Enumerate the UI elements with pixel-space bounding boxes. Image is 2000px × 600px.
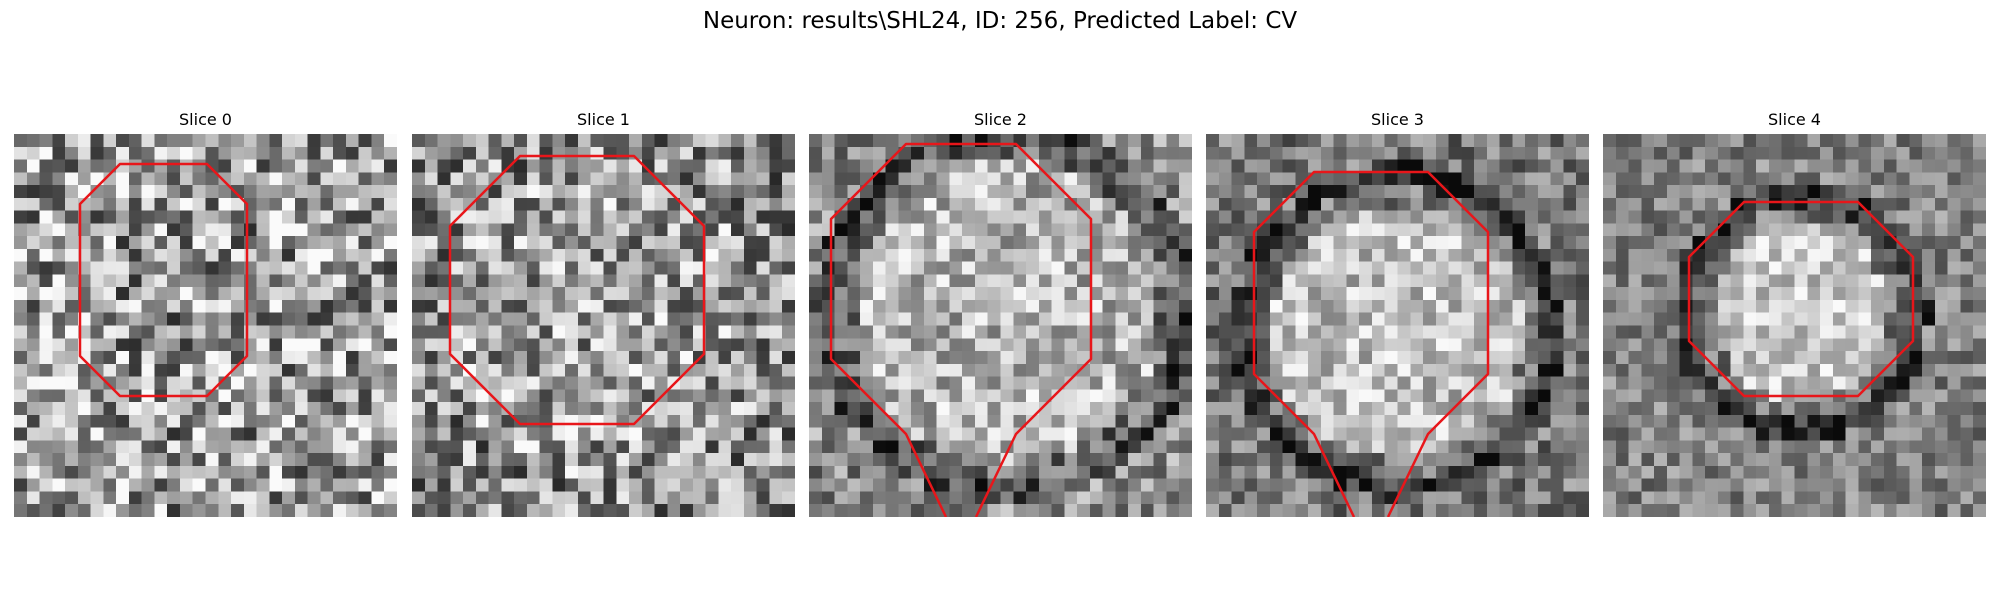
slice-image-3 [1206,134,1589,517]
contour-overlay-4 [1687,200,1915,398]
slice-panel-0: Slice 0 [14,108,397,518]
roi-contour [1252,170,1490,517]
slice-image-2 [809,134,1192,517]
contour-overlay-2 [829,142,1093,517]
slice-title-4: Slice 4 [1768,110,1821,129]
figure-title: Neuron: results\SHL24, ID: 256, Predicte… [702,8,1298,34]
slice-title-0: Slice 0 [179,110,232,129]
slice-title-3: Slice 3 [1371,110,1424,129]
contour-overlay-3 [1252,170,1490,517]
slice-image-0 [14,134,397,517]
slice-panel-3: Slice 3 [1206,108,1589,518]
contour-overlay-0 [78,162,249,398]
slice-image-4 [1603,134,1986,517]
roi-contour [448,154,706,426]
roi-contour [829,142,1093,517]
roi-contour [1687,200,1915,398]
slice-panel-4: Slice 4 [1603,108,1986,518]
slice-title-2: Slice 2 [974,110,1027,129]
slice-panel-1: Slice 1 [412,108,795,518]
contour-overlay-1 [448,154,706,426]
slice-title-1: Slice 1 [577,110,630,129]
slice-panel-2: Slice 2 [809,108,1192,518]
slice-image-1 [412,134,795,517]
roi-contour [78,162,249,398]
